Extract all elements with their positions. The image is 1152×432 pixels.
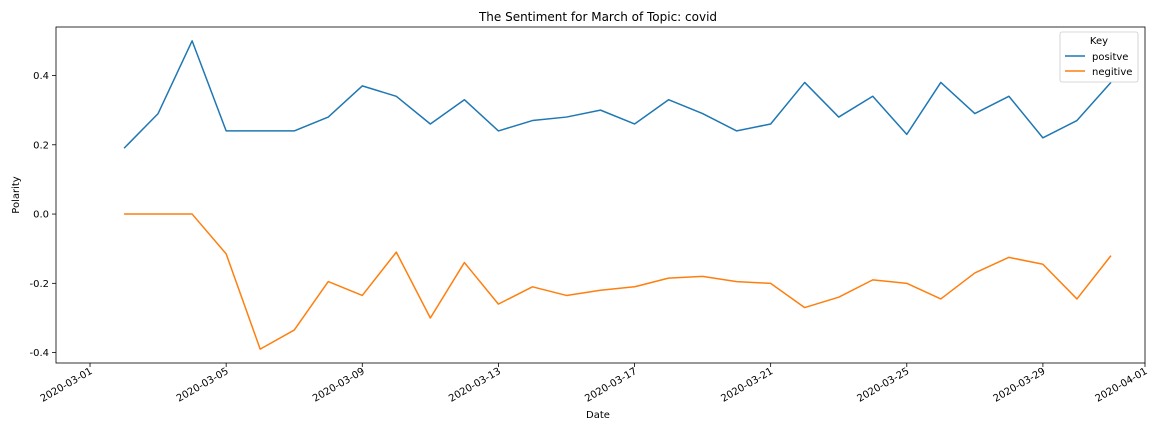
x-tick-label: 2020-03-01 <box>39 366 95 405</box>
x-axis: 2020-03-01 2020-03-05 2020-03-09 2020-03-13… <box>39 363 1150 405</box>
plot-area <box>55 26 1146 364</box>
x-tick-label: 2020-03-09 <box>311 366 367 405</box>
y-tick-label: 0.4 <box>33 71 49 82</box>
legend-title: Key <box>1090 36 1108 47</box>
series-lines <box>123 40 1112 350</box>
y-axis: -0.4 -0.2 0.0 0.2 0.4 <box>29 71 56 359</box>
series-line-positve <box>123 40 1112 149</box>
x-tick-label: 2020-04-01 <box>1094 366 1150 405</box>
x-axis-label: Date <box>586 410 610 421</box>
x-tick-label: 2020-03-25 <box>855 366 911 405</box>
y-tick-label: -0.2 <box>29 279 49 290</box>
y-tick-label: 0.0 <box>33 210 49 221</box>
x-tick-label: 2020-03-05 <box>175 366 231 405</box>
y-tick-label: -0.4 <box>29 348 49 359</box>
x-tick-label: 2020-03-21 <box>719 366 775 405</box>
legend-label-negitive: negitive <box>1092 67 1132 78</box>
legend: Key positve negitive <box>1059 31 1139 83</box>
legend-box <box>1059 31 1139 83</box>
chart-title: The Sentiment for March of Topic: covid <box>478 10 717 24</box>
legend-label-positve: positve <box>1092 52 1128 63</box>
x-tick-label: 2020-03-13 <box>447 366 503 405</box>
x-tick-label: 2020-03-17 <box>583 366 639 405</box>
x-tick-label: 2020-03-29 <box>992 366 1048 405</box>
y-tick-label: 0.2 <box>33 140 49 151</box>
y-axis-label: Polarity <box>11 176 22 214</box>
series-line-negitive <box>124 213 1112 350</box>
